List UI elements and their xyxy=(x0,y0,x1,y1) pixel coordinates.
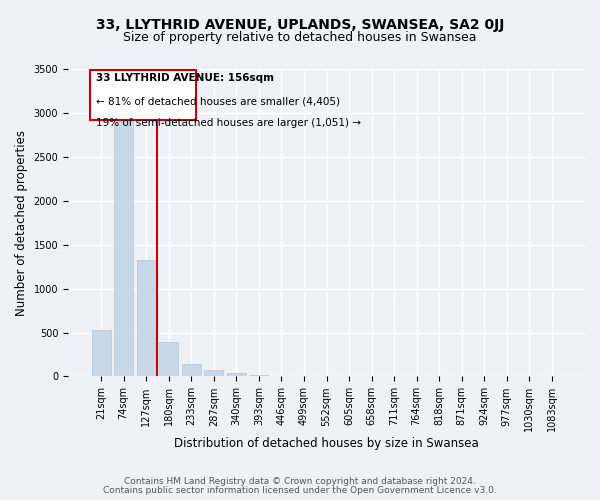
Text: ← 81% of detached houses are smaller (4,405): ← 81% of detached houses are smaller (4,… xyxy=(96,96,340,106)
Text: 33, LLYTHRID AVENUE, UPLANDS, SWANSEA, SA2 0JJ: 33, LLYTHRID AVENUE, UPLANDS, SWANSEA, S… xyxy=(96,18,504,32)
Y-axis label: Number of detached properties: Number of detached properties xyxy=(15,130,28,316)
X-axis label: Distribution of detached houses by size in Swansea: Distribution of detached houses by size … xyxy=(174,437,479,450)
Bar xyxy=(159,342,178,376)
Text: 19% of semi-detached houses are larger (1,051) →: 19% of semi-detached houses are larger (… xyxy=(96,118,361,128)
Bar xyxy=(182,364,201,376)
Bar xyxy=(137,260,156,376)
Bar xyxy=(250,374,268,376)
Text: Size of property relative to detached houses in Swansea: Size of property relative to detached ho… xyxy=(123,31,477,44)
Bar xyxy=(227,373,246,376)
Text: Contains public sector information licensed under the Open Government Licence v3: Contains public sector information licen… xyxy=(103,486,497,495)
Bar xyxy=(92,330,110,376)
FancyBboxPatch shape xyxy=(90,70,196,120)
Text: Contains HM Land Registry data © Crown copyright and database right 2024.: Contains HM Land Registry data © Crown c… xyxy=(124,477,476,486)
Bar xyxy=(114,114,133,376)
Bar xyxy=(204,370,223,376)
Text: 33 LLYTHRID AVENUE: 156sqm: 33 LLYTHRID AVENUE: 156sqm xyxy=(96,73,274,83)
